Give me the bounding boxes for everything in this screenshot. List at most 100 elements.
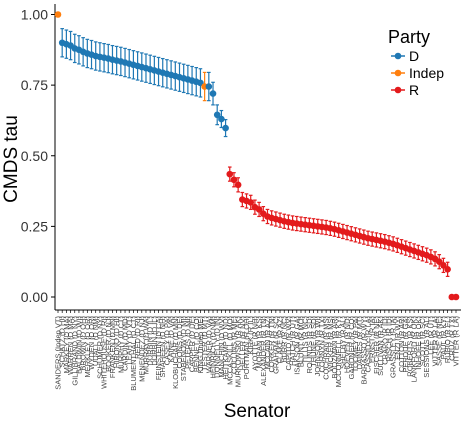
x-tick-label: DURBIN (D IL) (150, 316, 159, 366)
x-tick-label: STABENOW (D MI) (179, 316, 188, 382)
x-tick-label: TOOMEY (R PA) (351, 316, 360, 373)
x-tick-label: GRAHAM (R SC) (271, 316, 280, 374)
legend-title: Party (388, 27, 430, 47)
data-point (54, 11, 62, 18)
x-tick-label: INHOFE (R OK) (414, 315, 423, 369)
x-tick-label: KING (Indep ME) (196, 316, 205, 374)
marks-group (54, 11, 460, 301)
data-point (255, 206, 263, 213)
x-tick-label: CASEY (D PA) (162, 316, 171, 366)
x-tick-label: THUNE (R SD) (309, 316, 318, 367)
x-tick-label: CARDIN (D MD) (121, 316, 130, 371)
y-tick-label: 0.00 (21, 289, 48, 305)
x-tick-label: AYOTTE (R NH) (250, 315, 259, 370)
x-tick-label: MORAN (R KS) (255, 315, 264, 368)
x-tick-label: TILLIS (R NC) (301, 316, 310, 364)
x-tick-label: CORNYN (R TX) (317, 316, 326, 373)
x-tick-label: BROWN (D OH) (79, 315, 88, 370)
x-tick-label: KAINE (D VA) (167, 316, 176, 363)
x-tick-label: HATCH (R UT) (288, 316, 297, 366)
x-tick-label: RISCH (R ID) (384, 316, 393, 362)
x-tick-label: MARKEY (D MA) (62, 316, 71, 374)
x-tick-label: COTTON (R AR) (397, 316, 406, 373)
x-tick-label: COCHRAN (R MS) (322, 316, 331, 380)
x-tick-label: VITTER (R LA) (431, 315, 440, 366)
x-tick-label: WHITEHOUSE (D RI) (100, 316, 109, 389)
x-tick-label: MERKLEY (D OR) (83, 316, 92, 378)
x-tick-label: SHELBY (R AL) (338, 316, 347, 369)
x-axis-label: Senator (224, 401, 291, 422)
x-tick-label: ENZI (R WY) (393, 316, 402, 360)
x-tick-label: ROBERTS (R KS) (405, 315, 414, 376)
x-tick-label: HELLER (R NV) (238, 316, 247, 371)
x-tick-label: PERDUE (R GA) (401, 315, 410, 372)
x-tick-label: CORKER (R TN) (267, 316, 276, 373)
x-tick-label: MCCONNELL (R KY) (334, 316, 343, 388)
x-tick-label: MANCHIN (D WV) (217, 316, 226, 378)
x-tick-label: SCOTT (R SC) (418, 316, 427, 367)
x-tick-label: WARREN (D MA) (66, 316, 75, 375)
x-tick-label: HOEVEN (R ND) (343, 316, 352, 374)
x-tick-label: HEITKAMP (D ND) (221, 316, 230, 380)
x-tick-label: SCHATZ (D HI) (58, 316, 67, 368)
x-tick-label: GRASSLEY (R IA) (389, 316, 398, 378)
x-tick-label: TESTER (D MT) (200, 316, 209, 371)
y-axis-label: CMDS tau (1, 115, 22, 203)
x-tick-label: MCCASKILL (D MO) (225, 316, 234, 385)
x-tick-label: KLOBUCHAR (D MN) (171, 315, 180, 388)
x-tick-label: FEINSTEIN (D CA) (154, 316, 163, 381)
legend-label: R (409, 82, 419, 98)
x-tick-label: ROUNDS (R SD) (305, 315, 314, 373)
x-tick-label: ISAKSON (R GA) (292, 316, 301, 375)
legend-label: Indep (409, 65, 444, 81)
legend-key-point (394, 86, 402, 94)
x-tick-label: LEE (R UT) (426, 316, 435, 355)
x-tick-label: SESSIONS (R AL) (422, 316, 431, 378)
x-tick-label: PAUL (R KY) (439, 316, 448, 360)
x-tick-label: ERNST (R IA) (368, 316, 377, 363)
x-tick-label: WARNER (D VA) (204, 316, 213, 374)
x-tick-label: BENNET (D CO) (192, 316, 201, 373)
x-tick-label: UDALL (D NM) (91, 316, 100, 367)
x-tick-label: HEINRICH (D NM) (209, 316, 218, 379)
y-tick-label: 1.00 (21, 7, 48, 23)
x-tick-label: LANKFORD (R OK) (410, 316, 419, 383)
x-tick-label: DAINES (R MT) (355, 316, 364, 370)
x-tick-label: PORTMAN (R OH) (242, 316, 251, 380)
x-tick-label: ALEXANDER (R TN) (259, 315, 268, 385)
x-tick-label: HIRONO (D HI) (112, 316, 121, 369)
data-point (440, 262, 447, 269)
x-tick-label: RUBIO (R FL) (443, 316, 452, 364)
x-tick-label: MURKOWSKI (R AK) (234, 316, 243, 388)
x-tick-label: CRUZ (R TX) (447, 315, 456, 360)
x-tick-label: BOOZMAN (R AR) (330, 316, 339, 379)
legend-key-point (394, 69, 402, 77)
x-tick-label: MURPHY (D CT) (116, 316, 125, 373)
data-point (230, 176, 238, 184)
x-tick-label: COLLINS (R ME) (229, 316, 238, 374)
x-tick-label: SHAHEEN (D NH) (158, 315, 167, 377)
data-point (234, 181, 242, 189)
x-tick-label: FRANKEN (D MN) (108, 316, 117, 379)
legend-key-point (394, 52, 402, 60)
x-tick-label: MENENDEZ (D NJ) (137, 316, 146, 382)
x-tick-label: SASSE (R NE) (435, 316, 444, 367)
x-tick-label: VITTER (R LA) (452, 315, 461, 366)
data-point (222, 124, 229, 132)
x-tick-label: MCCAIN (R AZ) (263, 316, 272, 370)
legend-label: D (409, 48, 419, 64)
data-point (226, 170, 234, 178)
x-tick-label: COONS (D DE) (175, 315, 184, 368)
x-tick-label: BLUNT (R MO) (296, 316, 305, 368)
x-tick-labels-group: SANDERS (Indep VT)SCHATZ (D HI)MARKEY (D… (54, 315, 461, 390)
x-tick-label: SULLIVAN (R AK) (376, 316, 385, 376)
x-tick-label: CASSIDY (R LA) (364, 316, 373, 373)
x-tick-label: GARDNER (R CO) (347, 316, 356, 380)
x-tick-label: BLUMENTHAL (D CT) (129, 316, 138, 391)
x-tick-label: CAPITO (R WV) (284, 316, 293, 371)
x-tick-label: FISCHER (R NE) (372, 316, 381, 374)
data-point (444, 266, 451, 273)
